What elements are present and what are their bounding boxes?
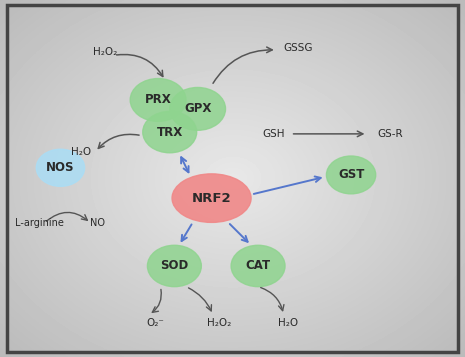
Circle shape [147, 245, 201, 287]
Ellipse shape [172, 174, 251, 222]
Text: GS-R: GS-R [378, 129, 404, 139]
Circle shape [170, 87, 226, 130]
Circle shape [231, 245, 285, 287]
Circle shape [130, 79, 186, 121]
Text: TRX: TRX [157, 126, 183, 139]
Text: H₂O: H₂O [71, 147, 92, 157]
Text: H₂O: H₂O [278, 318, 299, 328]
Text: PRX: PRX [145, 94, 172, 106]
Text: CAT: CAT [246, 260, 271, 272]
Text: GST: GST [338, 169, 364, 181]
Text: O₂⁻: O₂⁻ [147, 318, 165, 328]
Text: GSSG: GSSG [284, 43, 313, 53]
Circle shape [143, 111, 197, 153]
Text: NO: NO [90, 218, 105, 228]
Circle shape [36, 149, 85, 186]
Text: H₂O₂: H₂O₂ [93, 47, 117, 57]
Text: H₂O₂: H₂O₂ [207, 318, 232, 328]
Text: GPX: GPX [184, 102, 211, 115]
Text: L-arginine: L-arginine [15, 218, 64, 228]
Text: NOS: NOS [46, 161, 75, 174]
Text: GSH: GSH [263, 129, 285, 139]
Text: SOD: SOD [160, 260, 188, 272]
Text: NRF2: NRF2 [192, 192, 232, 205]
Circle shape [326, 156, 376, 194]
